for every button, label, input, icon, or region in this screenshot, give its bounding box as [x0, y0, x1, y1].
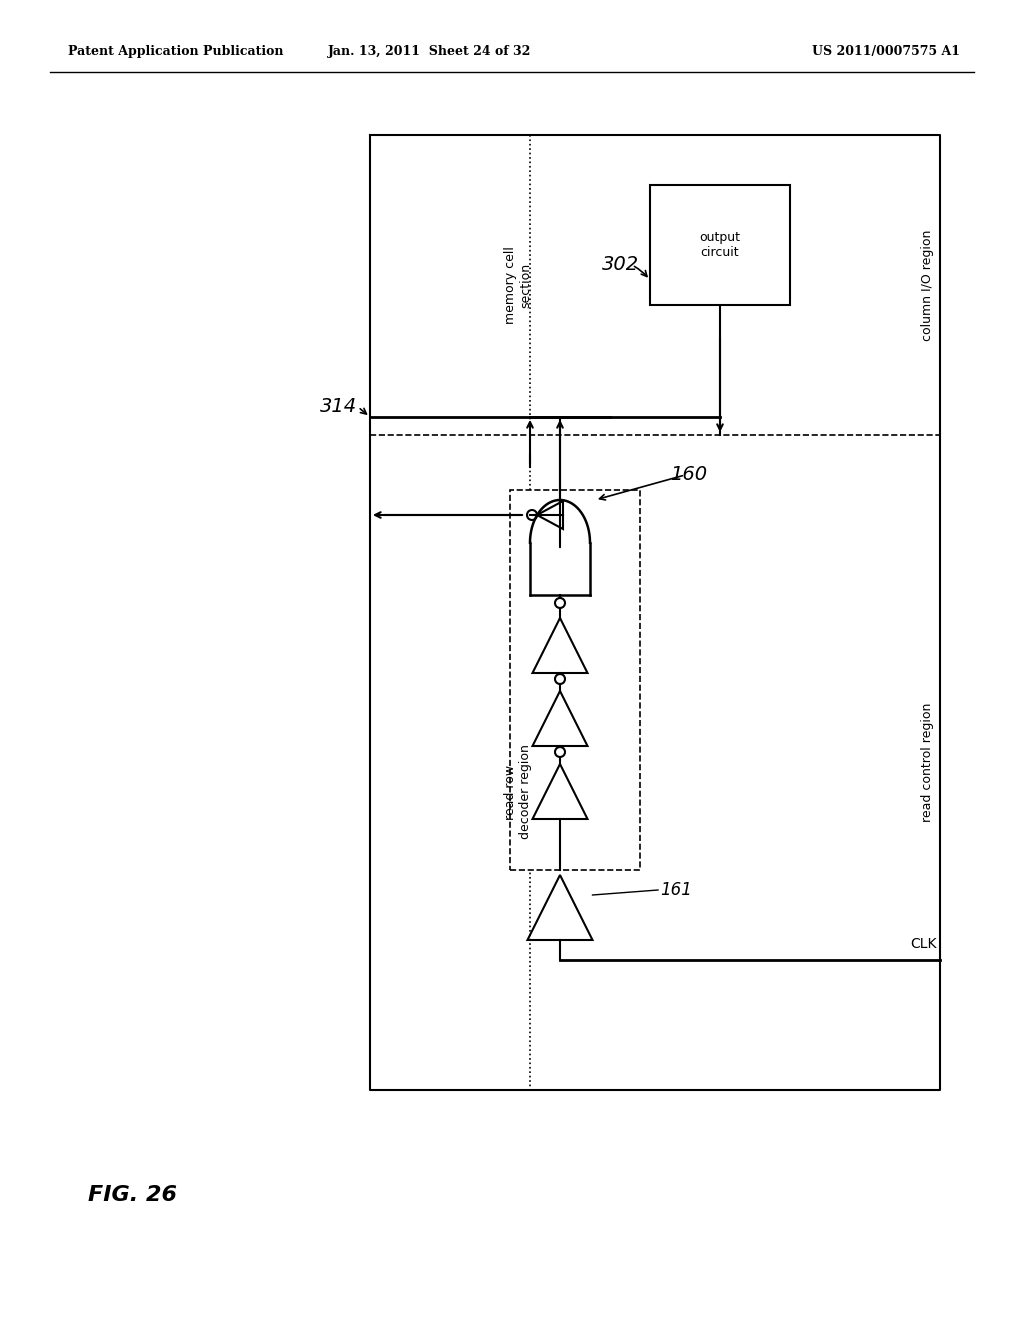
Bar — [650, 185, 790, 305]
Text: Patent Application Publication: Patent Application Publication — [68, 45, 284, 58]
Text: 161: 161 — [660, 880, 692, 899]
Text: output
circuit: output circuit — [699, 231, 740, 259]
Text: FIG. 26: FIG. 26 — [88, 1185, 177, 1205]
Text: 160: 160 — [670, 466, 708, 484]
Text: US 2011/0007575 A1: US 2011/0007575 A1 — [812, 45, 961, 58]
Text: CLK: CLK — [910, 937, 937, 950]
Bar — [510, 490, 640, 870]
Text: column I/O region: column I/O region — [922, 230, 935, 341]
Text: 302: 302 — [602, 256, 639, 275]
Text: Jan. 13, 2011  Sheet 24 of 32: Jan. 13, 2011 Sheet 24 of 32 — [329, 45, 531, 58]
Text: read control region: read control region — [922, 702, 935, 821]
Text: read row
decoder region: read row decoder region — [504, 744, 532, 840]
Text: 314: 314 — [319, 397, 357, 417]
Text: memory cell
section: memory cell section — [504, 246, 532, 323]
